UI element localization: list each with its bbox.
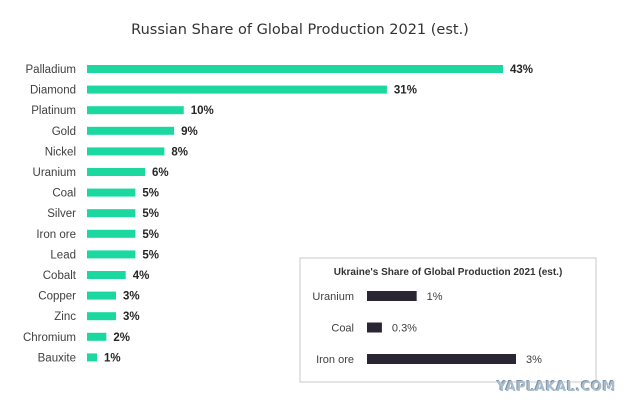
bar — [87, 106, 184, 115]
category-label: Iron ore — [36, 229, 76, 241]
bar — [367, 322, 382, 333]
value-label: 5% — [142, 208, 159, 220]
category-label: Coal — [52, 188, 76, 200]
category-label: Silver — [47, 208, 76, 220]
category-label: Palladium — [26, 64, 77, 76]
category-label: Copper — [38, 291, 76, 303]
value-label: 6% — [152, 167, 169, 179]
value-label: 1% — [104, 352, 121, 364]
chart-title: Russian Share of Global Production 2021 … — [131, 22, 469, 38]
inset-chart-title: Ukraine's Share of Global Production 202… — [334, 267, 563, 278]
category-label: Cobalt — [43, 270, 77, 282]
value-label: 10% — [191, 105, 214, 117]
category-label: Chromium — [23, 332, 76, 344]
category-label: Iron ore — [316, 354, 354, 366]
bar — [87, 250, 136, 259]
value-label: 3% — [123, 291, 140, 303]
value-label: 4% — [133, 270, 150, 282]
bar — [87, 147, 165, 156]
value-label: 3% — [123, 311, 140, 323]
inset-chart: Ukraine's Share of Global Production 202… — [299, 257, 597, 383]
bar — [87, 209, 136, 218]
value-label: 8% — [171, 146, 188, 158]
category-label: Bauxite — [38, 352, 76, 364]
category-label: Lead — [50, 249, 76, 261]
value-label: 9% — [181, 126, 198, 138]
bar — [87, 291, 117, 300]
value-label: 31% — [394, 85, 417, 97]
bar — [87, 312, 117, 321]
category-label: Zinc — [54, 311, 76, 323]
category-label: Diamond — [30, 85, 76, 97]
value-label: 5% — [142, 229, 159, 241]
category-label: Nickel — [45, 146, 76, 158]
bar — [367, 291, 417, 301]
value-label: 2% — [113, 332, 130, 344]
value-label: 0.3% — [392, 323, 417, 335]
bars-group: Palladium 43% Diamond 31% Platinum 10% Gold 9% N… — [23, 64, 533, 364]
watermark: YAPLAKAL.COM — [497, 380, 616, 395]
category-label: Uranium — [33, 167, 76, 179]
bar — [87, 271, 126, 279]
value-label: 3% — [526, 354, 542, 366]
value-label: 1% — [427, 291, 443, 303]
bar — [87, 353, 97, 362]
inset-bars-group: Uranium 1% Coal 0.3% Iron ore 3% — [312, 291, 542, 366]
category-label: Platinum — [31, 105, 76, 117]
bar — [87, 332, 107, 341]
value-label: 5% — [142, 188, 159, 200]
bar — [87, 168, 146, 176]
value-label: 5% — [142, 249, 159, 261]
bar — [87, 85, 387, 94]
bar — [87, 229, 136, 238]
bar — [87, 126, 175, 135]
value-label: 43% — [510, 64, 533, 76]
bar — [367, 354, 516, 364]
bar — [87, 188, 136, 197]
category-label: Coal — [331, 323, 354, 335]
category-label: Gold — [52, 126, 76, 138]
category-label: Uranium — [312, 291, 354, 303]
bar — [87, 65, 503, 73]
